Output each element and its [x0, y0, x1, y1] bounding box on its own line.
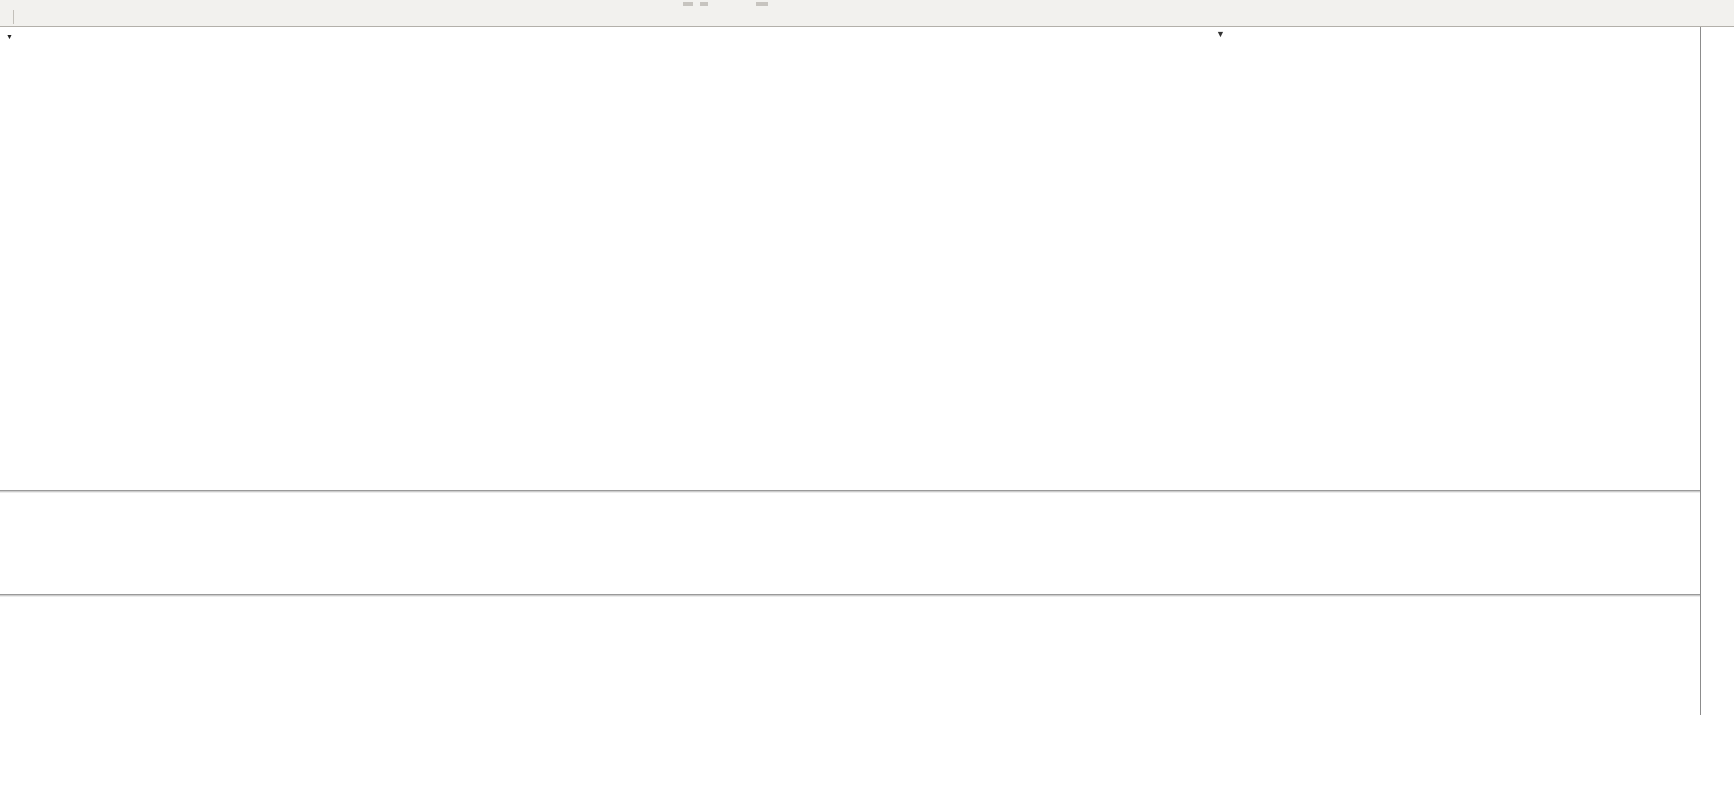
clipped-menu-fragment [683, 2, 693, 6]
chart-shift-marker-icon[interactable]: ▼ [1216, 29, 1225, 39]
macd-chart-canvas[interactable] [0, 493, 1700, 594]
panel-separator[interactable] [0, 594, 1734, 597]
candlestick-chart-canvas[interactable] [0, 27, 1700, 490]
time-axis[interactable] [0, 689, 1700, 715]
toolbar-separator [13, 9, 14, 24]
macd-panel[interactable] [0, 493, 1700, 594]
chart-region: ▼ ▼ [0, 27, 1734, 715]
macd-header [6, 496, 14, 507]
rsi-chart-canvas[interactable] [0, 597, 1700, 689]
rsi-panel[interactable] [0, 597, 1700, 689]
rsi-header [6, 600, 10, 611]
clipped-menu-fragment [700, 2, 708, 6]
price-axis[interactable] [1700, 27, 1734, 715]
symbol-marker-icon: ▼ [6, 34, 13, 41]
panel-separator[interactable] [0, 490, 1734, 493]
main-chart-panel[interactable]: ▼ ▼ [0, 27, 1700, 490]
symbol-ohlc-header: ▼ [6, 32, 16, 43]
toolbar [0, 0, 1734, 27]
clipped-menu-fragment [756, 2, 768, 6]
